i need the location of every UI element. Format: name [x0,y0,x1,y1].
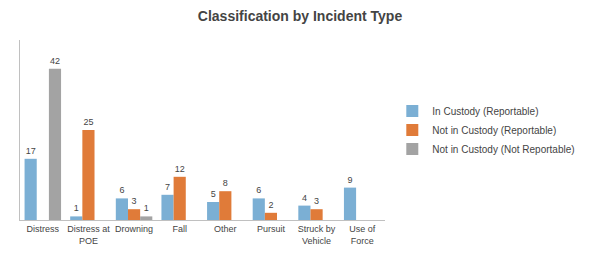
svg-text:7: 7 [165,182,170,192]
svg-text:Other: Other [214,224,237,234]
svg-text:42: 42 [50,56,60,66]
svg-text:Classification by Incident Typ: Classification by Incident Type [198,8,403,24]
svg-text:17: 17 [26,146,36,156]
svg-text:3: 3 [132,196,137,206]
svg-text:3: 3 [314,196,319,206]
svg-text:In Custody (Reportable): In Custody (Reportable) [432,106,538,117]
svg-text:Distress: Distress [27,224,60,234]
svg-text:2: 2 [268,200,273,210]
svg-text:9: 9 [348,175,353,185]
svg-text:6: 6 [119,185,124,195]
svg-text:25: 25 [83,117,93,127]
svg-text:Struck byVehicle: Struck byVehicle [298,224,336,246]
svg-text:1: 1 [144,203,149,213]
svg-text:4: 4 [302,193,307,203]
svg-text:Not in Custody (Not Reportable: Not in Custody (Not Reportable) [432,144,574,155]
svg-text:Not in Custody (Reportable): Not in Custody (Reportable) [432,125,556,136]
svg-text:5: 5 [211,189,216,199]
svg-text:6: 6 [256,185,261,195]
svg-text:8: 8 [223,178,228,188]
svg-text:Fall: Fall [172,224,187,234]
svg-text:Pursuit: Pursuit [257,224,286,234]
svg-text:Drowning: Drowning [115,224,153,234]
svg-text:12: 12 [175,164,185,174]
svg-text:Distress atPOE: Distress atPOE [67,224,110,246]
svg-text:Use ofForce: Use ofForce [349,224,376,246]
svg-text:1: 1 [74,203,79,213]
